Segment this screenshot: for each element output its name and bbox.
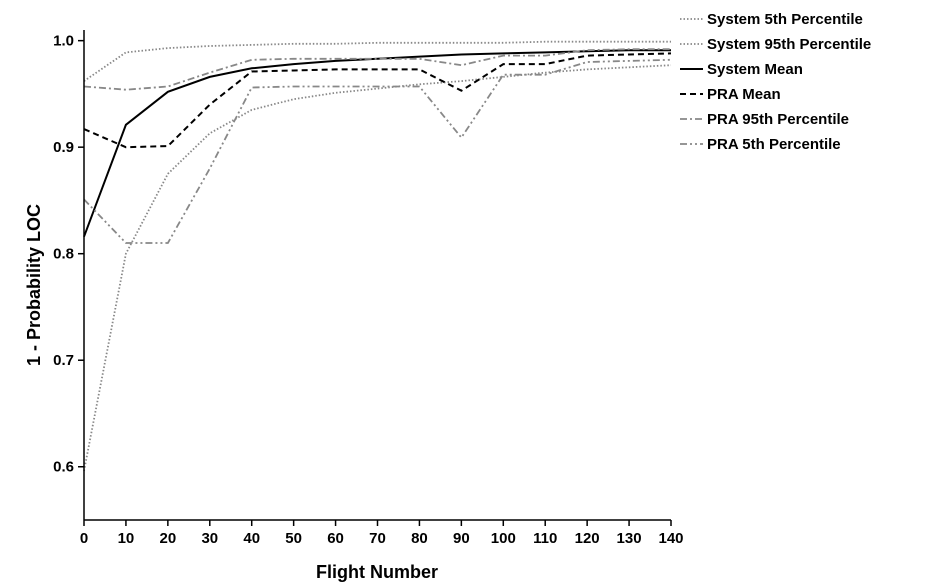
series-line-pra-mean	[83, 52, 672, 149]
x-tick-label: 10	[118, 530, 135, 547]
x-tick-label: 20	[160, 530, 177, 547]
x-tick-label: 60	[327, 530, 344, 547]
x-tick-label: 140	[658, 530, 683, 547]
x-tick-label: 80	[411, 530, 428, 547]
x-tick-label: 50	[285, 530, 302, 547]
x-tick-label: 70	[369, 530, 386, 547]
x-tick-label: 100	[491, 530, 516, 547]
x-tick-label: 110	[533, 530, 557, 547]
x-tick-label: 0	[80, 530, 88, 547]
x-tick-label: 130	[617, 530, 642, 547]
legend-label-system-5th-percentile: System 5th Percentile	[707, 11, 863, 28]
x-tick-label: 30	[201, 530, 218, 547]
plot-area: 0 10 20 30 40 50 60 70 80 90 100 110 120 130 140 0.60.…	[53, 30, 684, 547]
series-line-system-95th-percentile	[83, 40, 671, 82]
series-layer	[83, 40, 672, 472]
y-tick-label: 1.0	[53, 33, 74, 50]
legend-label-pra-mean: PRA Mean	[707, 86, 781, 103]
y-tick-label: 0.9	[53, 139, 74, 156]
legend: System 5th Percentile System 95th Percent…	[680, 11, 871, 153]
y-axis-ticks: 0.6 0.7 0.8 0.9 1.0	[53, 33, 84, 476]
legend-label-system-mean: System Mean	[707, 61, 803, 78]
x-tick-label: 120	[575, 530, 600, 547]
legend-label-pra-95th-percentile: PRA 95th Percentile	[707, 111, 849, 128]
x-axis-ticks: 0 10 20 30 40 50 60 70 80 90 100 110 120 130 140	[80, 520, 684, 547]
series-line-pra-95th-percentile	[83, 48, 671, 91]
legend-label-system-95th-percentile: System 95th Percentile	[707, 36, 871, 53]
series-line-system-5th-percentile	[83, 64, 672, 472]
series-line-system-mean	[83, 49, 671, 238]
y-tick-label: 0.8	[53, 246, 74, 263]
legend-label-pra-5th-percentile: PRA 5th Percentile	[707, 136, 841, 153]
x-axis-title: Flight Number	[316, 562, 438, 582]
y-tick-label: 0.7	[53, 352, 74, 369]
x-tick-label: 40	[243, 530, 260, 547]
y-axis-title: 1 - Probability LOC	[24, 204, 44, 366]
y-tick-label: 0.6	[53, 459, 74, 476]
series-line-pra-5th-percentile	[83, 58, 672, 244]
x-tick-label: 90	[453, 530, 470, 547]
